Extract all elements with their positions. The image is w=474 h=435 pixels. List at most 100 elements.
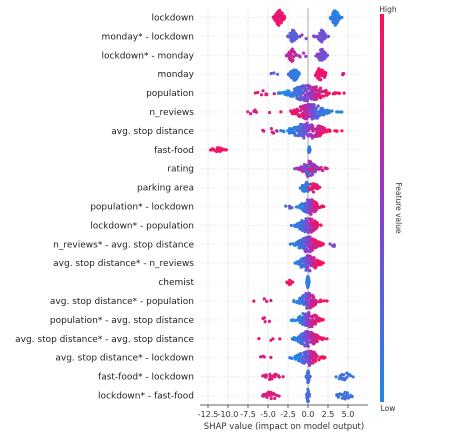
shap-point [312,95,317,99]
shap-point [296,261,300,265]
shap-point [285,281,290,285]
shap-point [336,18,340,22]
shap-point [306,107,310,111]
shap-point [304,180,308,185]
shap-point [300,238,304,242]
shap-point [314,201,318,205]
shap-point [297,243,301,247]
feature-label: avg. stop distance* - avg. stop distance [15,335,194,345]
shap-point [261,316,265,321]
shap-point [298,301,303,305]
shap-point [321,36,325,40]
shap-point [308,134,312,138]
shap-point [302,224,306,229]
shap-point [334,375,338,379]
x-tick-label: 0.0 [302,410,315,419]
shap-point [322,111,327,115]
shap-point [300,246,305,250]
shap-point [297,352,302,356]
shap-point [310,165,314,169]
shap-point [316,104,320,108]
feature-label: population* - avg. stop distance [50,316,195,326]
shap-point [310,293,314,297]
shap-point [293,319,297,323]
shap-point [310,324,314,329]
feature-label: avg. stop distance* - n_reviews [53,259,194,269]
shap-point [317,67,321,71]
shap-point [305,371,309,375]
shap-point [311,190,316,194]
shap-point [304,333,308,337]
shap-point [306,277,310,281]
shap-point [291,127,295,131]
shap-point [312,34,316,38]
shap-point [308,86,312,90]
shap-point [333,9,337,13]
shap-point [285,93,289,97]
shap-point [278,337,282,341]
shap-point [311,172,315,176]
shap-point [322,94,326,98]
shap-point [338,16,343,20]
shap-point [290,356,294,360]
shap-point [319,96,323,100]
shap-point [313,302,317,307]
shap-point [319,125,323,129]
shap-point [342,91,346,95]
shap-point [307,150,311,154]
shap-point [306,344,310,348]
shap-point [312,353,316,358]
shap-point [320,355,324,359]
shap-point [297,318,301,322]
shap-point [308,269,312,273]
shap-point [305,282,309,286]
shap-point [307,260,311,265]
shap-point [296,133,300,138]
shap-point [262,297,266,301]
shap-point [300,113,305,117]
feature-label: avg. stop distance* - lockdown [55,354,194,364]
shap-point [261,394,265,398]
shap-point [337,110,341,114]
shap-point [308,127,312,131]
shap-point [270,130,274,134]
shap-point [319,205,323,209]
shap-point [273,372,277,376]
shap-point [314,74,319,78]
colorbar-high-label: High [379,5,396,14]
shap-point [269,71,273,76]
shap-point [314,298,318,302]
shap-point [301,297,305,302]
shap-point [301,85,305,89]
shap-point [310,221,314,225]
shap-point [308,235,312,239]
shap-point [290,131,294,135]
shap-point [265,92,269,97]
shap-point [315,130,319,134]
shap-point [296,91,300,95]
shap-point [279,10,283,15]
shap-point [319,78,323,82]
x-tick-label: -12.5 [198,410,219,419]
shap-point [306,275,310,279]
shap-point [312,109,316,113]
shap-point [292,299,296,303]
shap-point [306,301,310,306]
shap-point [332,18,336,22]
shap-point [294,52,298,57]
shap-point [275,393,279,397]
shap-point [304,54,308,59]
shap-point [289,223,293,228]
feature-label: fast-food [154,146,194,156]
shap-point [256,90,260,95]
shap-point [314,245,318,250]
shap-point [304,268,308,272]
shap-point [292,55,296,59]
shap-point [267,390,271,394]
shap-point [313,321,317,325]
shap-point [279,129,283,133]
shap-point [299,98,303,102]
shap-point [345,375,349,379]
shap-point [306,313,310,317]
